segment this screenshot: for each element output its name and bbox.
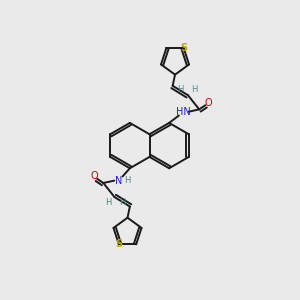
Text: H: H: [106, 199, 112, 208]
Text: O: O: [205, 98, 212, 108]
Text: HN: HN: [176, 107, 191, 117]
Text: N: N: [115, 176, 122, 186]
Text: O: O: [90, 172, 98, 182]
Text: H: H: [177, 85, 184, 94]
Text: H: H: [119, 199, 125, 208]
Text: H: H: [124, 176, 130, 185]
Text: S: S: [115, 239, 122, 249]
Text: H: H: [191, 85, 197, 94]
Text: S: S: [180, 43, 187, 53]
